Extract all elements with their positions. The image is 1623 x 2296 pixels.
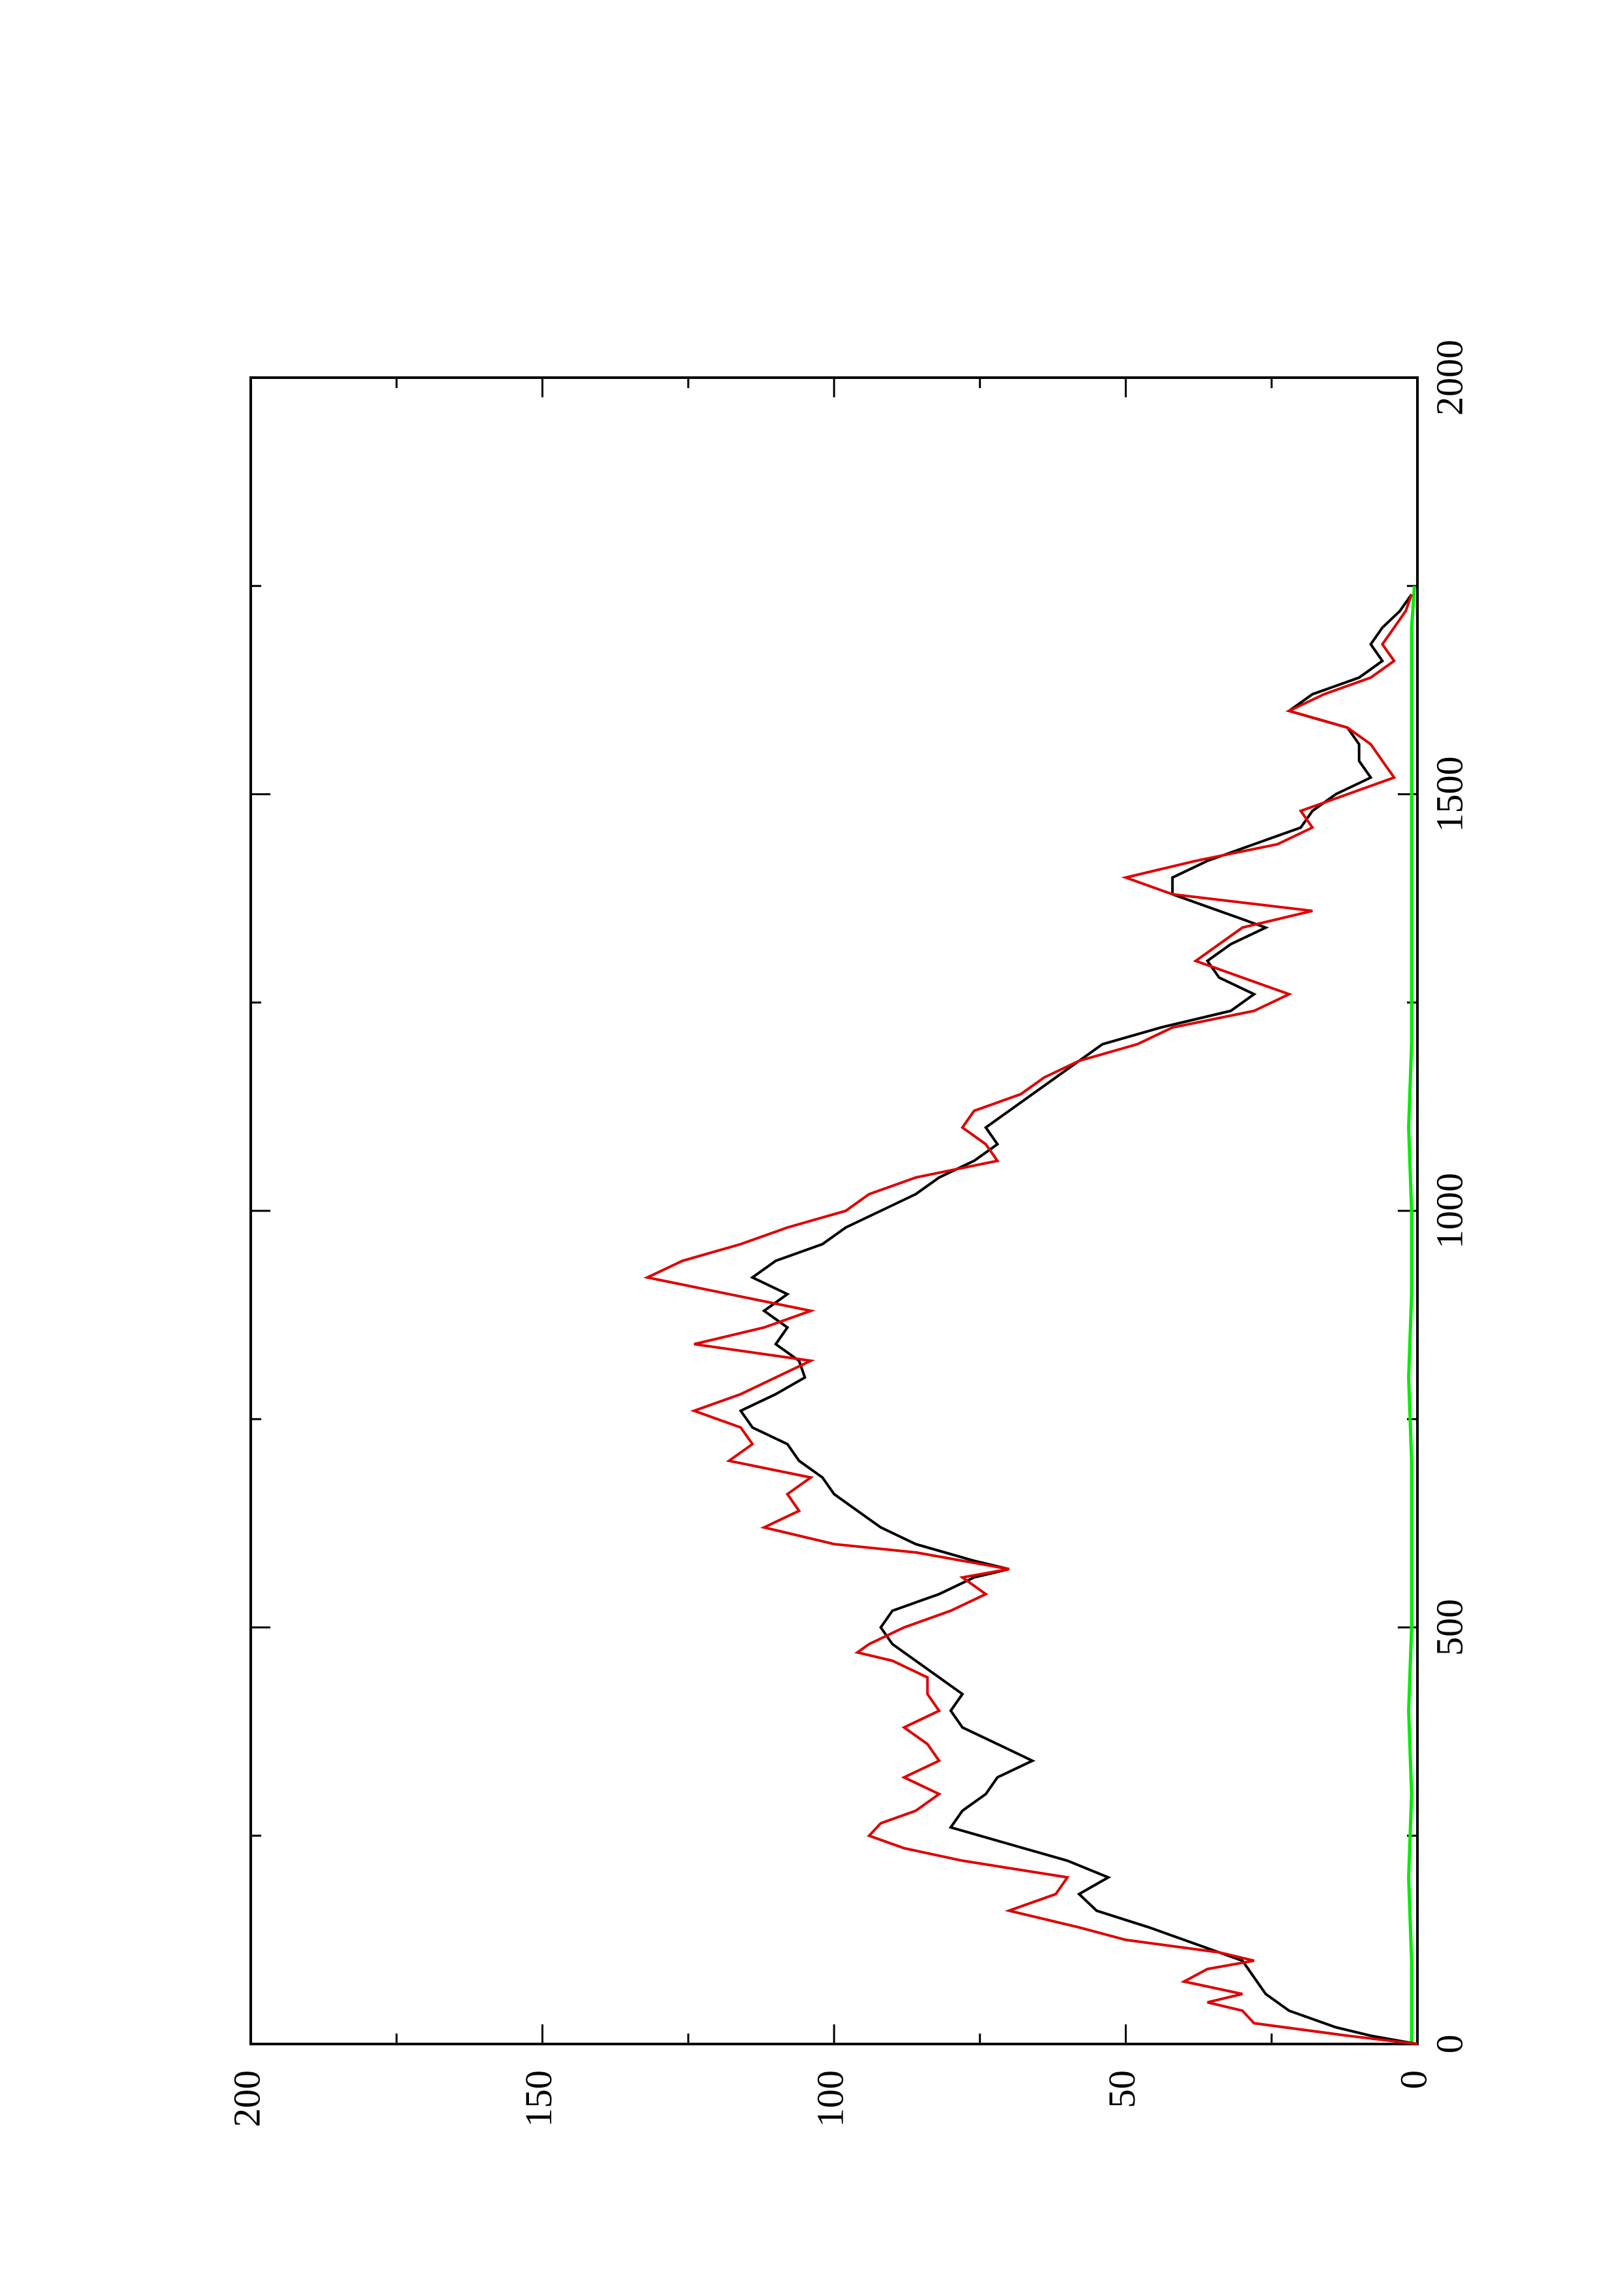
y-tick-label: 200 [225,2070,268,2127]
x-tick-label: 1000 [1428,1173,1470,1249]
series-line [643,594,1418,2045]
y-tick-label: 100 [809,2070,851,2127]
axis-ticks [249,376,1419,2045]
series-line [739,593,1418,2045]
axis-tick-labels: 0 500 1000 1500 2000 0 50 100 150 200 [225,340,1470,2127]
data-series [643,586,1418,2045]
y-tick-label: 50 [1101,2070,1143,2108]
y-tick-label: 0 [1392,2070,1434,2089]
plot-frame [249,376,1419,2045]
x-tick-label: 1500 [1428,757,1470,833]
series-line [1407,586,1416,2044]
x-tick-label: 0 [1428,2035,1470,2054]
x-tick-label: 500 [1428,1599,1470,1656]
x-tick-label: 2000 [1428,340,1470,416]
y-tick-label: 150 [517,2070,560,2127]
